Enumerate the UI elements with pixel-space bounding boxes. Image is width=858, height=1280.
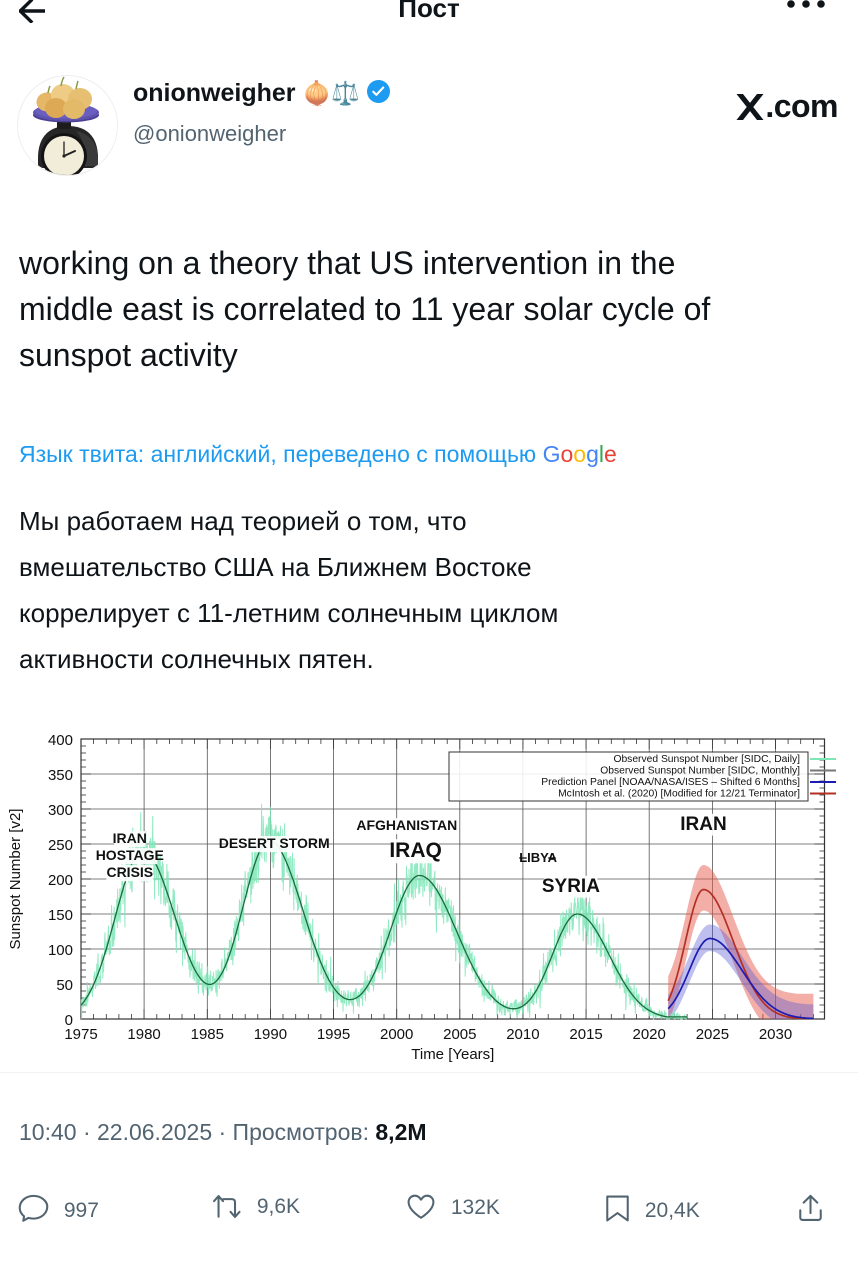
svg-text:2025: 2025 [696, 1026, 729, 1043]
svg-text:150: 150 [48, 907, 73, 924]
svg-text:IRAN: IRAN [680, 814, 726, 835]
svg-text:CRISIS: CRISIS [106, 864, 153, 880]
svg-text:1975: 1975 [64, 1026, 97, 1043]
svg-text:Sunspot Number [v2]: Sunspot Number [v2] [7, 809, 24, 950]
svg-text:SYRIA: SYRIA [542, 876, 600, 897]
svg-text:400: 400 [48, 732, 73, 749]
svg-text:250: 250 [48, 837, 73, 854]
svg-text:2020: 2020 [633, 1026, 666, 1043]
svg-text:2010: 2010 [506, 1026, 539, 1043]
svg-text:Observed Sunspot Number [SIDC,: Observed Sunspot Number [SIDC, Daily] [613, 754, 800, 765]
svg-text:2015: 2015 [569, 1026, 602, 1043]
svg-text:McIntosh et al. (2020) [Modifi: McIntosh et al. (2020) [Modified for 12/… [558, 789, 800, 800]
svg-text:350: 350 [48, 767, 73, 784]
svg-text:300: 300 [48, 802, 73, 819]
svg-text:2030: 2030 [759, 1026, 792, 1043]
svg-text:1985: 1985 [191, 1026, 224, 1043]
svg-text:DESERT STORM: DESERT STORM [219, 835, 330, 851]
svg-text:100: 100 [48, 942, 73, 959]
svg-text:Time [Years]: Time [Years] [411, 1046, 494, 1063]
svg-text:AFGHANISTAN: AFGHANISTAN [356, 817, 457, 833]
svg-text:Prediction Panel [NOAA/NASA/IS: Prediction Panel [NOAA/NASA/ISES – Shift… [541, 777, 800, 788]
svg-text:50: 50 [56, 977, 73, 994]
svg-text:LIBYA: LIBYA [519, 850, 557, 865]
svg-text:200: 200 [48, 872, 73, 889]
svg-text:2005: 2005 [443, 1026, 476, 1043]
svg-text:Observed Sunspot Number [SIDC,: Observed Sunspot Number [SIDC, Monthly] [600, 766, 800, 777]
svg-text:HOSTAGE: HOSTAGE [96, 847, 164, 863]
svg-text:1990: 1990 [254, 1026, 287, 1043]
svg-text:2000: 2000 [380, 1026, 413, 1043]
svg-text:IRAQ: IRAQ [389, 839, 442, 862]
svg-text:1995: 1995 [317, 1026, 350, 1043]
svg-text:1980: 1980 [127, 1026, 160, 1043]
svg-text:IRAN: IRAN [113, 830, 147, 846]
